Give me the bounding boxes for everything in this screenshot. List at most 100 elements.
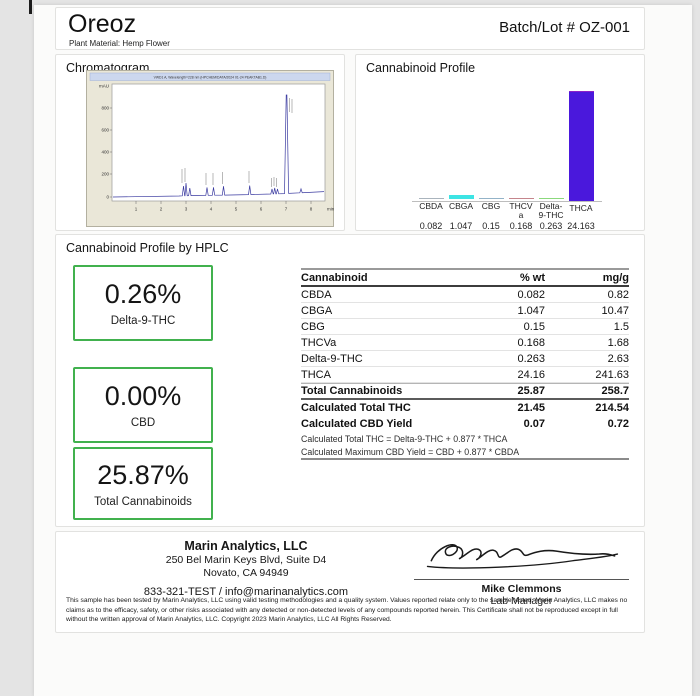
bar-label: CBDA [419,202,443,220]
table-cell: CBG [301,320,325,333]
bar-label-line: THCV [509,201,533,211]
axis-tick-label: 6 [260,207,263,212]
table-cell: CBGA [301,304,333,317]
cannabinoid-profile-section: Cannabinoid Profile CBDA 0.082 CBGA 1.047 CB… [355,54,645,231]
axis-tick-label: 1 [135,207,138,212]
summary-value: 0.26% [104,279,182,309]
bar-zone [566,91,596,201]
table-cell: THCVa [301,336,337,349]
table-cell: Cannabinoid [301,271,368,284]
table-cell: CBDA [301,288,332,301]
signer-title: Lab Manager [490,595,553,607]
chromatogram-x-ticks: 1 2 3 4 5 6 7 8 [135,201,313,212]
axis-tick-label: 4 [210,207,213,212]
bar-zone [536,91,566,199]
axis-tick-label: 8 [310,207,313,212]
bar-value: 1.047 [449,221,473,231]
table-cell: % wt [519,271,545,284]
bar-label-line: CBGA [448,201,474,212]
summary-value: 25.87% [97,459,189,490]
certificate-page: Oreoz Plant Material: Hemp Flower Batch/… [34,5,692,696]
bar-slot: THCV a 0.168 [506,91,536,231]
chromatogram-section: Chromatogram VWD1 A, Wavelength=228 nm (… [55,54,345,231]
summary-label: Delta-9-THC [110,315,176,327]
bar-value: 0.15 [482,221,500,231]
table-cell: 241.63 [595,368,629,381]
bar-label: THCA [569,203,592,220]
bar-slot: CBG 0.15 [476,91,506,231]
table-cell: Delta-9-THC [301,352,363,365]
lab-address-line2: Novato, CA 94949 [203,567,289,579]
bar-value: 0.082 [419,221,443,231]
chromatogram-trace [112,94,325,198]
bar-label: CBGA [449,202,473,220]
bar-thcva [508,197,534,199]
summary-box-delta9thc: 0.26% Delta-9-THC [73,265,213,341]
bar-cbga [448,194,474,200]
summary-box-cbd: 0.00% CBD [73,367,213,443]
chromatogram-titlebar [89,72,331,81]
bar-zone [476,91,506,200]
table-row: CBDA 0.082 0.82 [301,287,629,303]
table-cell: 0.082 [517,288,545,301]
signature-block: Mike Clemmons Lab Manager [414,534,629,607]
table-cell: Calculated Total THC [301,402,411,414]
table-cell: 0.263 [517,352,545,365]
bar-label: Delta- 9-THC [538,201,564,221]
batch-lot-label: Batch/Lot # OZ-001 [499,19,630,36]
bar-zone [416,91,446,200]
signer-name: Mike Clemmons [481,583,562,595]
bar-value: 0.168 [509,221,533,231]
bar-value: 24.163 [567,221,595,231]
table-cell: 1.047 [517,304,545,317]
chromatogram-instrument-text: VWD1 A, Wavelength=228 nm (HPCHEM/DATA/2… [154,75,267,79]
bar-slot: Delta- 9-THC 0.263 [536,91,566,231]
bar-zone [506,91,536,199]
table-row: THCVa 0.168 1.68 [301,335,629,351]
table-cell: 0.07 [523,418,545,430]
table-row: THCA 24.16 241.63 [301,367,629,383]
cannabinoid-profile-title: Cannabinoid Profile [366,61,476,75]
chromatogram-y-axis-label: mAU [99,84,109,89]
table-total-row: Total Cannabinoids 25.87 258.7 [301,383,629,400]
axis-tick-label: 5 [235,207,238,212]
summary-value: 0.00% [104,381,182,411]
bar-zone [446,91,476,200]
table-row: CBG 0.15 1.5 [301,319,629,335]
summary-label: CBD [130,417,156,429]
summary-label: Total Cannabinoids [94,495,192,508]
table-cell: Calculated CBD Yield [301,418,413,430]
axis-tick-label: 200 [101,172,109,177]
chromatogram-y-ticks: 800 600 400 200 0 [101,106,112,200]
peak-label-marks [181,98,293,187]
table-row: CBGA 1.047 10.47 [301,303,629,319]
page-edge-mark [29,0,32,14]
chromatogram-x-unit: min [327,207,334,212]
bar-value: 0.263 [539,221,563,231]
signature-scribble [426,543,618,569]
bar-label-line: 9-THC [538,210,564,221]
bar-label-line: a [518,210,524,221]
table-note: Calculated Maximum CBD Yield = CBD + 0.8… [301,446,520,457]
bar-slot: THCA 24.163 [566,91,596,231]
axis-tick-label: 3 [185,207,188,212]
table-header-row: Cannabinoid % wt mg/g [301,268,629,287]
table-cell: 1.5 [613,320,629,333]
table-calc-row: Calculated CBD Yield 0.07 0.72 [301,416,629,432]
bar-slot: CBGA 1.047 [446,91,476,231]
disclaimer-text: This sample has been tested by Marin Ana… [66,597,628,624]
table-cell: 0.72 [607,418,629,430]
product-title: Oreoz [68,10,137,38]
axis-tick-label: 800 [101,106,109,111]
axis-tick-label: 2 [160,207,163,212]
lab-name: Marin Analytics, LLC [184,539,308,553]
table-row: Delta-9-THC 0.263 2.63 [301,351,629,367]
table-cell: THCA [301,368,331,381]
table-cell: 24.16 [517,368,545,381]
table-cell: 214.54 [595,402,629,414]
lab-contact: 833-321-TEST / info@marinanalytics.com [143,586,349,598]
bar-cbda [418,197,444,200]
table-cell: 0.168 [517,336,545,349]
table-cell: 2.63 [607,352,629,365]
table-note: Calculated Total THC = Delta-9-THC + 0.8… [301,433,508,444]
